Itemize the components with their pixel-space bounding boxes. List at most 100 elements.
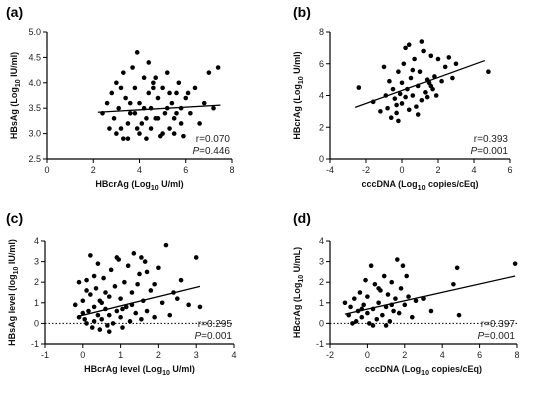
p-value: P=0.001 — [470, 146, 508, 157]
x-axis-label: cccDNA (Log10 copies/cEq) — [362, 179, 479, 192]
data-point — [141, 75, 147, 81]
data-point — [142, 259, 148, 264]
data-point — [385, 105, 390, 111]
data-point — [95, 261, 101, 266]
data-point — [188, 110, 193, 116]
data-point — [114, 80, 119, 86]
y-tick-label: 5.0 — [28, 27, 41, 37]
data-point — [428, 53, 434, 59]
x-tick-label: 4 — [231, 350, 236, 360]
y-tick-label: 0 — [34, 318, 39, 328]
data-point — [374, 316, 380, 322]
y-tick-label: 3 — [34, 257, 39, 267]
y-axis-label: HBcrAg (Log10 U/mL) — [292, 247, 305, 338]
data-point — [114, 131, 119, 136]
data-point — [419, 97, 425, 103]
x-axis-label: HBcrAg level (Log10 U/ml) — [84, 364, 195, 377]
data-point — [118, 85, 124, 91]
data-point — [139, 255, 144, 260]
data-point — [403, 94, 408, 100]
data-point — [121, 136, 126, 141]
correlation-r: r=0.070 — [196, 134, 231, 145]
data-point — [86, 308, 91, 314]
data-point — [366, 321, 372, 326]
data-point — [171, 116, 177, 121]
data-point — [132, 85, 138, 91]
data-point — [424, 94, 430, 100]
data-point — [385, 292, 391, 297]
data-point — [388, 115, 394, 121]
data-point — [111, 116, 117, 121]
data-point — [160, 85, 165, 91]
data-point — [406, 294, 411, 299]
data-point — [155, 95, 161, 101]
data-point — [155, 116, 161, 121]
data-point — [390, 86, 396, 92]
y-tick-label: 2 — [319, 122, 324, 132]
data-point — [359, 314, 365, 320]
data-point — [178, 105, 184, 111]
x-tick-label: 4 — [471, 165, 476, 175]
y-tick-label: 3.5 — [28, 103, 41, 113]
x-axis-label: HBcrAg (Log10 U/ml) — [95, 179, 183, 192]
data-point — [428, 308, 434, 314]
data-point — [123, 304, 129, 310]
data-point — [197, 121, 202, 126]
regression-line — [97, 104, 221, 113]
data-point — [93, 286, 99, 291]
data-point — [84, 321, 89, 326]
x-tick-label: 2 — [402, 350, 407, 360]
y-tick-label: 1 — [34, 298, 39, 308]
data-point — [148, 126, 154, 131]
data-point — [171, 131, 177, 136]
data-point — [107, 126, 112, 131]
data-point — [104, 100, 110, 106]
x-tick-label: 6 — [183, 165, 188, 175]
data-point — [127, 319, 133, 324]
data-point — [350, 321, 355, 326]
data-point — [125, 121, 131, 126]
data-point — [137, 131, 142, 136]
data-point — [454, 265, 460, 271]
y-axis-label: HBcrAg (Log10 U/ml) — [292, 51, 305, 139]
data-point — [456, 312, 462, 318]
data-point — [394, 110, 399, 116]
data-point — [435, 56, 441, 62]
x-tick-label: 6 — [477, 350, 482, 360]
data-point — [183, 95, 189, 101]
data-point — [361, 302, 366, 308]
data-point — [453, 61, 459, 67]
data-point — [197, 304, 203, 310]
data-point — [152, 314, 157, 320]
x-tick-label: -2 — [326, 350, 334, 360]
panel-label: (b) — [293, 4, 311, 20]
x-tick-label: 0 — [399, 165, 404, 175]
data-point — [421, 296, 426, 301]
data-point — [151, 80, 156, 86]
regression-line — [354, 59, 486, 109]
data-point — [387, 319, 393, 324]
p-number: =0.446 — [199, 146, 230, 157]
p-symbol: P — [194, 331, 201, 342]
data-point — [401, 61, 407, 67]
data-point — [408, 75, 414, 81]
data-point — [88, 253, 93, 258]
x-tick-label: 8 — [514, 350, 519, 360]
y-tick-label: 2.5 — [28, 154, 41, 164]
data-point — [146, 60, 152, 65]
y-tick-label: 4 — [319, 91, 324, 101]
data-point — [144, 269, 150, 275]
data-point — [118, 314, 123, 320]
data-point — [97, 298, 103, 304]
data-point — [116, 105, 121, 111]
p-value: P=0.446 — [192, 146, 230, 157]
y-tick-label: 6 — [319, 59, 324, 69]
data-point — [114, 308, 120, 314]
data-point — [103, 290, 108, 295]
data-point — [148, 288, 154, 293]
data-point — [134, 126, 140, 131]
data-point — [123, 95, 128, 101]
y-axis-label: HBsAg (Log10 IU/ml) — [9, 52, 22, 139]
